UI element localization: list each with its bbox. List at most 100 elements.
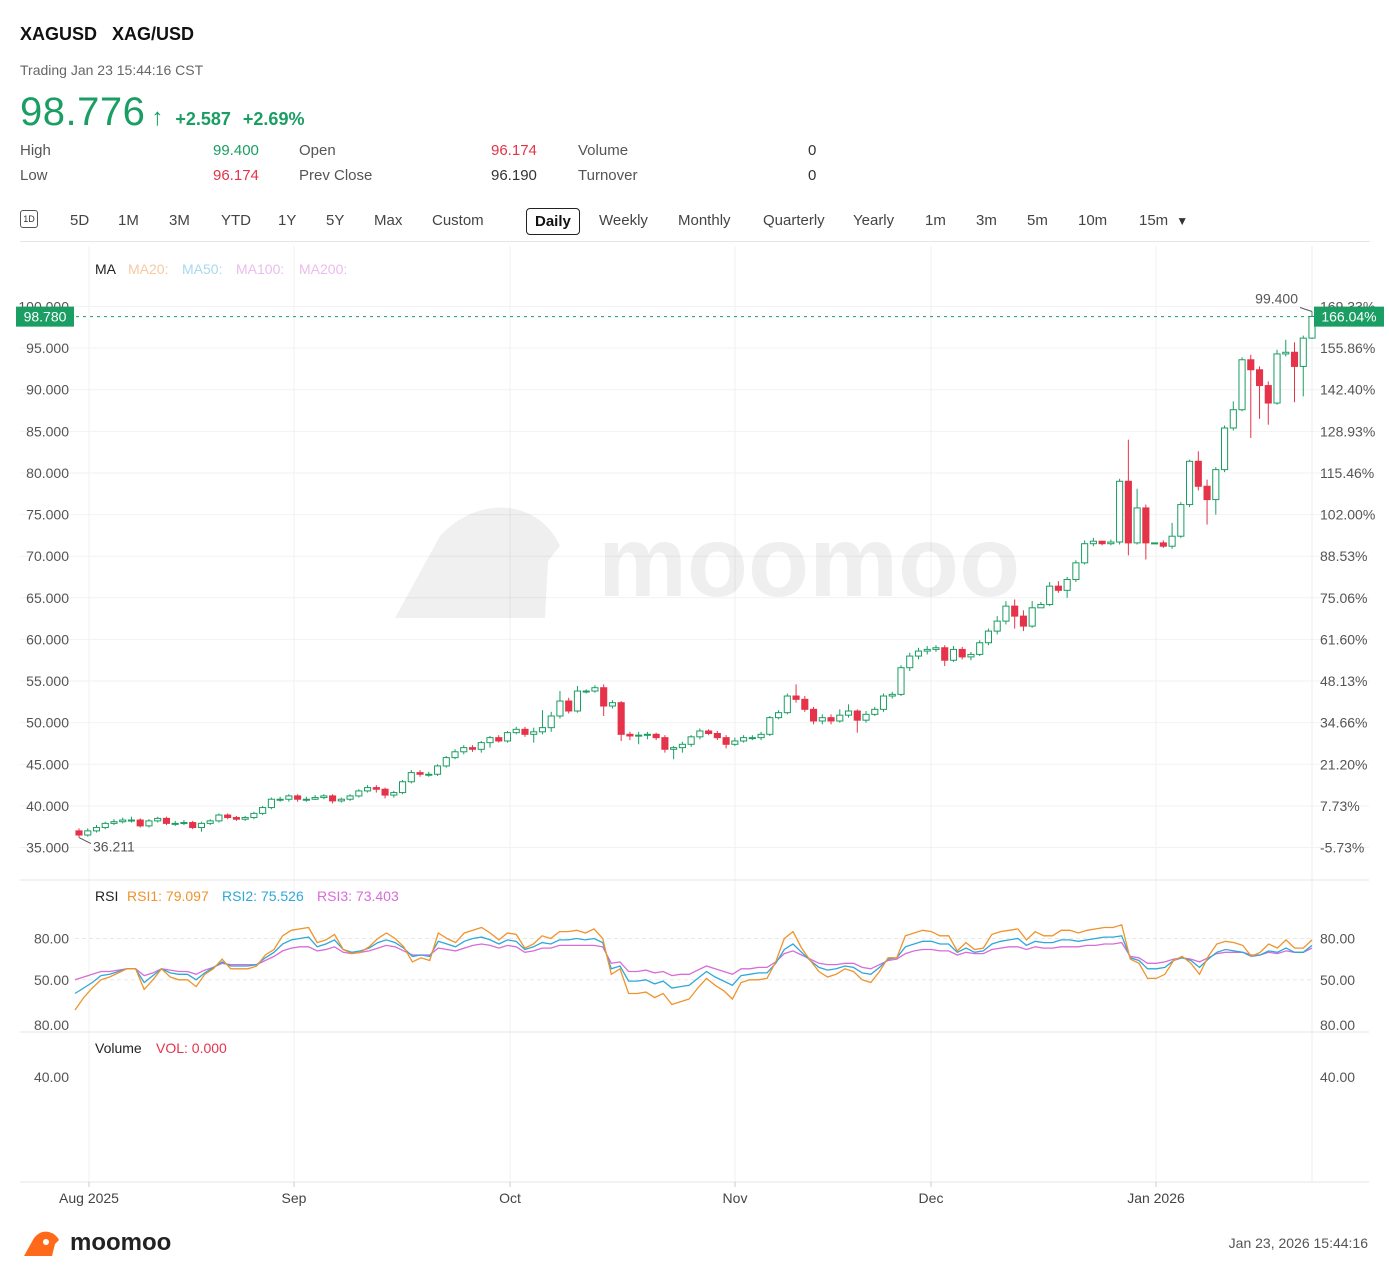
tab-5d[interactable]: 5D: [70, 212, 90, 229]
candle-131: [1220, 425, 1229, 473]
candle-13: [189, 820, 197, 830]
high-label: High: [20, 142, 51, 159]
price-tick-9: 55.000: [26, 673, 69, 689]
candle-100: [949, 646, 958, 662]
candle-77: [748, 735, 756, 741]
candle-110: [1037, 601, 1045, 609]
candle-2: [92, 825, 101, 833]
candle-20: [250, 811, 258, 820]
candle-19: [241, 815, 249, 821]
candle-body-20: [250, 812, 258, 819]
candle-124: [1159, 540, 1167, 548]
tab-1y[interactable]: 1Y: [278, 212, 297, 229]
high-value: 99.400: [213, 142, 259, 159]
tab-ytd[interactable]: YTD: [221, 212, 251, 229]
tab-quarterly[interactable]: Quarterly: [763, 212, 825, 229]
candle-body-63: [626, 733, 634, 737]
tab-5y[interactable]: 5Y: [326, 212, 345, 229]
tab-custom[interactable]: Custom: [432, 212, 484, 229]
one-day-icon[interactable]: 1D: [20, 210, 38, 228]
pct-tick-2: 142.40%: [1320, 382, 1375, 398]
candle-98: [932, 645, 940, 652]
candle-body-36: [390, 792, 398, 796]
rsi3-line: [74, 941, 1313, 981]
candle-4: [110, 819, 118, 826]
candle-body-107: [1011, 605, 1019, 617]
rsi2-line: [74, 935, 1313, 995]
candle-body-40: [425, 773, 433, 776]
current-pct-tag-bg: [1314, 306, 1384, 327]
candle-62: [617, 701, 625, 741]
candle-56: [565, 697, 573, 714]
candle-9: [154, 816, 162, 823]
candle-body-105: [993, 620, 1001, 632]
pct-tick-13: -5.73%: [1320, 840, 1364, 856]
candle-136: [1264, 381, 1272, 425]
tab-10m-interval[interactable]: 10m: [1078, 212, 1108, 229]
candle-132: [1229, 401, 1237, 431]
candle-6: [127, 816, 136, 823]
candle-120: [1124, 439, 1132, 556]
candle-body-0: [75, 830, 83, 836]
candle-body-42: [442, 757, 450, 767]
rsi-right-tick-0: 80.00: [1320, 931, 1355, 947]
pct-tick-7: 75.06%: [1320, 590, 1367, 606]
price-tick-8: 60.000: [26, 631, 69, 647]
candle-body-28: [320, 795, 328, 799]
price-tick-3: 85.000: [26, 423, 69, 439]
moomoo-bull-icon: [24, 1231, 59, 1256]
candle-body-48: [495, 737, 503, 742]
candle-body-138: [1282, 351, 1290, 355]
caret-down-icon: ▼: [1176, 214, 1189, 228]
candle-body-1: [84, 830, 92, 836]
price-axis-left: 100.00095.00090.00085.00080.00075.00070.…: [18, 298, 69, 855]
candle-body-126: [1177, 504, 1185, 537]
candle-57: [573, 686, 582, 713]
symbol-code: XAGUSD: [20, 24, 98, 44]
watermark-text: moomoo: [598, 506, 1020, 618]
candle-body-9: [154, 817, 162, 822]
tab-15m-interval[interactable]: 15m ▼: [1131, 208, 1196, 233]
candle-25: [294, 794, 302, 802]
candle-body-60: [600, 687, 608, 707]
candle-55: [556, 691, 564, 719]
candle-86: [827, 714, 835, 725]
candle-129: [1203, 479, 1211, 525]
tab-daily[interactable]: Daily: [526, 208, 580, 235]
candle-body-51: [521, 728, 529, 735]
candle-49: [503, 730, 512, 743]
tab-5m-interval[interactable]: 5m: [1027, 212, 1048, 229]
candle-117: [1098, 540, 1106, 546]
tab-1m-interval[interactable]: 1m: [925, 212, 946, 229]
rsi-legend: RSI RSI1: 79.097 RSI2: 75.526 RSI3: 73.4…: [95, 888, 399, 904]
tab-3m-range[interactable]: 3M: [169, 212, 190, 229]
price-chart[interactable]: moomoo MA MA20: MA50: MA100: MA200: RSI …: [0, 246, 1389, 1226]
candle-body-85: [818, 717, 826, 722]
tab-3m-interval[interactable]: 3m: [976, 212, 997, 229]
rsi-title: RSI: [95, 888, 118, 904]
candle-119: [1116, 478, 1124, 545]
rsi-left-tick-0: 80.00: [34, 931, 69, 947]
candle-29: [329, 794, 337, 804]
vol-left-tick-0: 80.00: [34, 1017, 69, 1033]
candle-body-132: [1229, 409, 1237, 429]
vol-value-legend: VOL: 0.000: [156, 1040, 227, 1056]
candle-body-30: [337, 798, 345, 802]
candle-127: [1186, 459, 1194, 508]
candle-30: [337, 797, 345, 803]
candle-body-91: [871, 708, 879, 715]
candle-141: [1308, 311, 1316, 339]
candle-body-134: [1247, 359, 1255, 371]
tab-weekly[interactable]: Weekly: [599, 212, 648, 229]
tab-yearly[interactable]: Yearly: [853, 212, 895, 229]
footer-timestamp: Jan 23, 2026 15:44:16: [1228, 1235, 1368, 1251]
candle-21: [259, 805, 267, 816]
tab-monthly[interactable]: Monthly: [678, 212, 731, 229]
tab-1m-range[interactable]: 1M: [118, 212, 139, 229]
candle-99: [941, 645, 949, 667]
tab-max[interactable]: Max: [374, 212, 403, 229]
candle-60: [600, 684, 608, 717]
candle-135: [1255, 366, 1264, 419]
rsi1-legend: RSI1: 79.097: [127, 888, 209, 904]
candle-14: [197, 821, 205, 832]
